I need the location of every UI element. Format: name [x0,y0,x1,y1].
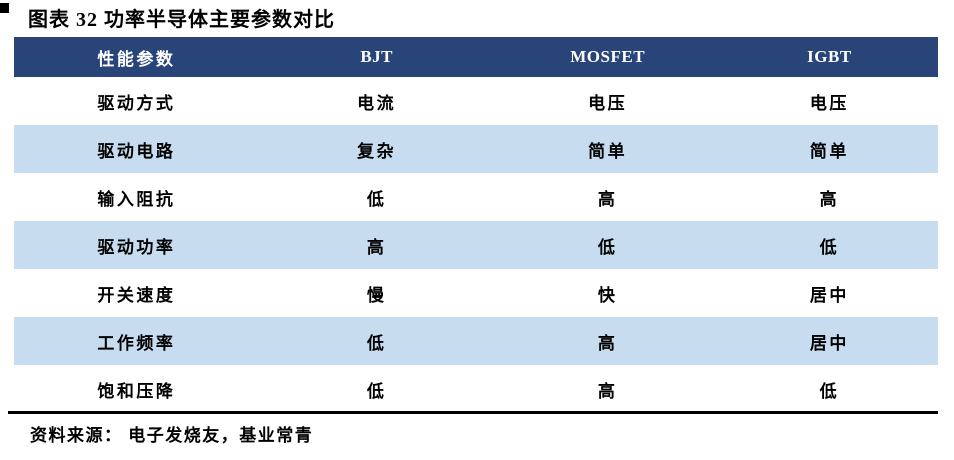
param-cell: 饱和压降 [97,381,176,401]
source-note: 资料来源： 电子发烧友，基业常青 [30,426,314,445]
table-row: 输入阻抗 低 高 高 [14,173,938,221]
param-cell: 工作频率 [97,333,176,353]
igbt-cell: 低 [819,237,840,257]
table-row: 开关速度 慢 快 居中 [14,269,938,317]
column-header-igbt: IGBT [807,47,852,66]
param-cell: 驱动功率 [97,237,176,257]
igbt-cell: 居中 [809,285,849,305]
mosfet-cell: 低 [597,237,618,257]
bjt-cell: 低 [366,381,387,401]
bjt-cell: 复杂 [357,141,397,161]
bjt-cell: 低 [366,333,387,353]
mosfet-cell: 高 [597,333,618,353]
mosfet-cell: 高 [597,381,618,401]
bjt-cell: 慢 [366,285,387,305]
column-header-parameter: 性能参数 [97,49,176,69]
mosfet-cell: 快 [597,285,618,305]
igbt-cell: 电压 [809,93,849,113]
param-cell: 输入阻抗 [97,189,176,209]
column-header-bjt: BJT [360,47,393,66]
figure-title: 图表 32 功率半导体主要参数对比 [28,9,335,31]
table-row: 驱动方式 电流 电压 电压 [14,77,938,125]
column-header-mosfet: MOSFET [570,47,646,66]
igbt-cell: 高 [819,189,840,209]
bjt-cell: 电流 [357,93,397,113]
param-cell: 驱动电路 [97,141,176,161]
igbt-cell: 居中 [809,333,849,353]
mosfet-cell: 简单 [588,141,628,161]
table-row: 驱动功率 高 低 低 [14,221,938,269]
corner-mark [0,3,9,13]
bjt-cell: 高 [366,237,387,257]
table-row: 饱和压降 低 高 低 [14,365,938,413]
comparison-table: 性能参数 BJT MOSFET IGBT 驱动方式 电流 电压 电压 驱动电路 … [14,37,938,413]
mosfet-cell: 电压 [588,93,628,113]
igbt-cell: 低 [819,381,840,401]
param-cell: 开关速度 [97,285,176,305]
bjt-cell: 低 [366,189,387,209]
table-row: 驱动电路 复杂 简单 简单 [14,125,938,173]
table-bottom-rule [8,411,938,414]
igbt-cell: 简单 [809,141,849,161]
mosfet-cell: 高 [597,189,618,209]
param-cell: 驱动方式 [97,93,176,113]
table-header-row: 性能参数 BJT MOSFET IGBT [14,37,938,77]
table-row: 工作频率 低 高 居中 [14,317,938,365]
